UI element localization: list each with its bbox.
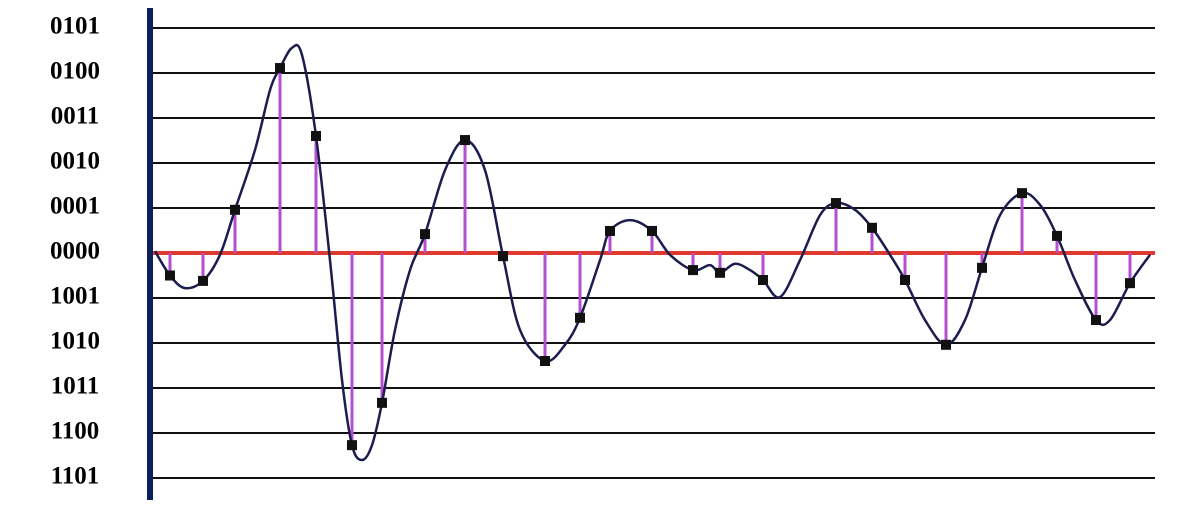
sample-point — [1091, 315, 1101, 326]
sample-point — [715, 267, 725, 278]
y-tick-label: 1101 — [51, 463, 100, 490]
sample-point — [867, 222, 877, 233]
sample-point — [165, 270, 175, 281]
sample-point — [900, 275, 910, 285]
y-tick-label: 0001 — [50, 193, 100, 220]
y-tick-label: 0100 — [50, 58, 100, 85]
y-tick-label: 0010 — [50, 148, 100, 175]
sample-point — [540, 356, 550, 366]
y-tick-label: 0000 — [50, 238, 100, 265]
y-tick-label: 1010 — [50, 328, 100, 355]
sample-point — [688, 265, 698, 276]
y-tick-label: 1001 — [50, 283, 100, 310]
y-tick-label: 1011 — [51, 373, 100, 400]
sample-point — [498, 251, 508, 262]
sample-point — [575, 312, 585, 323]
sample-point — [275, 63, 285, 74]
sample-point — [230, 204, 240, 215]
sample-point — [460, 135, 470, 146]
sample-point — [647, 225, 657, 236]
sample-point — [198, 275, 208, 286]
sample-point — [831, 198, 841, 209]
y-tick-label: 0011 — [51, 103, 100, 130]
y-tick-label: 0101 — [50, 13, 100, 40]
sample-point — [377, 397, 387, 408]
sample-point — [977, 262, 987, 273]
y-tick-label: 1100 — [51, 418, 100, 445]
sample-point — [1052, 230, 1062, 241]
sample-point — [605, 225, 615, 236]
sample-point — [758, 275, 768, 285]
sample-point — [347, 440, 357, 451]
sample-point — [420, 229, 430, 240]
sample-point — [1017, 188, 1027, 199]
signal-curve — [153, 43, 1152, 462]
sample-point — [1125, 278, 1135, 289]
sample-point — [941, 339, 951, 350]
sample-point — [311, 131, 321, 141]
